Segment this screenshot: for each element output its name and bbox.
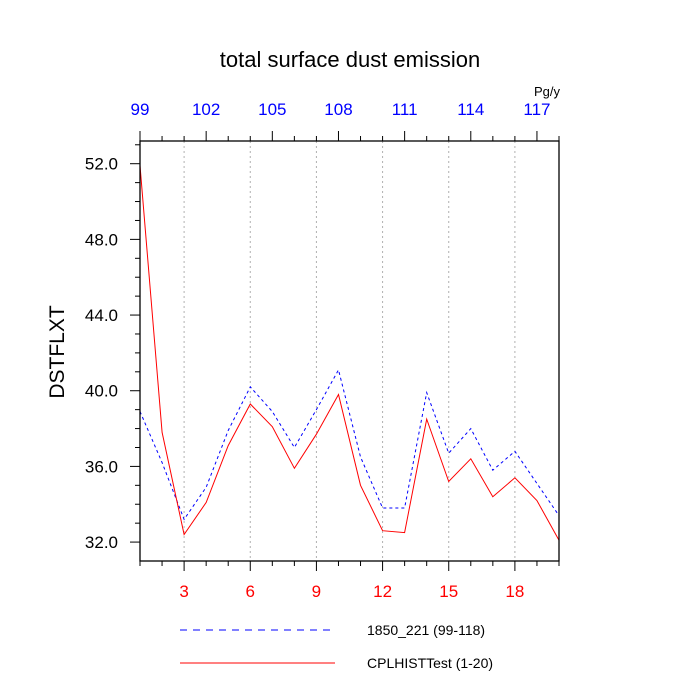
tick-labels: 3 6 9 12 15 18 99 102 105 108 111 114 117 32.0 36.0 40.… xyxy=(85,100,551,601)
legend-label-cplhisttest: CPLHISTTest (1-20) xyxy=(367,655,493,671)
top-tick-label-99: 99 xyxy=(131,100,150,119)
top-tick-label-117: 117 xyxy=(523,100,550,119)
left-tick-label-32: 32.0 xyxy=(85,533,118,552)
bottom-tick-label-12: 12 xyxy=(373,582,392,601)
series-lines xyxy=(139,165,560,541)
bottom-tick-label-18: 18 xyxy=(505,582,524,601)
left-tick-label-48: 48.0 xyxy=(85,230,118,249)
chart-title: total surface dust emission xyxy=(220,47,480,72)
top-tick-label-108: 108 xyxy=(324,100,352,119)
grid-lines xyxy=(183,141,516,561)
top-tick-label-102: 102 xyxy=(192,100,220,119)
series-line-0 xyxy=(139,368,560,521)
bottom-tick-label-3: 3 xyxy=(179,582,188,601)
y-axis-label: DSTFLXT xyxy=(46,305,69,399)
plot-frame xyxy=(139,140,560,562)
left-tick-label-36: 36.0 xyxy=(85,457,118,476)
bottom-tick-label-6: 6 xyxy=(246,582,255,601)
bottom-tick-label-15: 15 xyxy=(439,582,458,601)
units-label: Pg/y xyxy=(534,84,561,99)
top-tick-label-114: 114 xyxy=(457,100,484,119)
bottom-tick-label-9: 9 xyxy=(312,582,321,601)
top-tick-label-105: 105 xyxy=(258,100,286,119)
left-tick-label-52: 52.0 xyxy=(85,155,118,174)
legend: 1850_221 (99-118) CPLHISTTest (1-20) xyxy=(180,622,493,671)
left-tick-label-40: 40.0 xyxy=(85,382,118,401)
axis-ticks xyxy=(130,131,560,571)
left-tick-label-44: 44.0 xyxy=(85,306,118,325)
top-tick-label-111: 111 xyxy=(392,100,418,119)
legend-label-1850_221: 1850_221 (99-118) xyxy=(367,622,485,638)
series-line-1 xyxy=(139,165,560,541)
